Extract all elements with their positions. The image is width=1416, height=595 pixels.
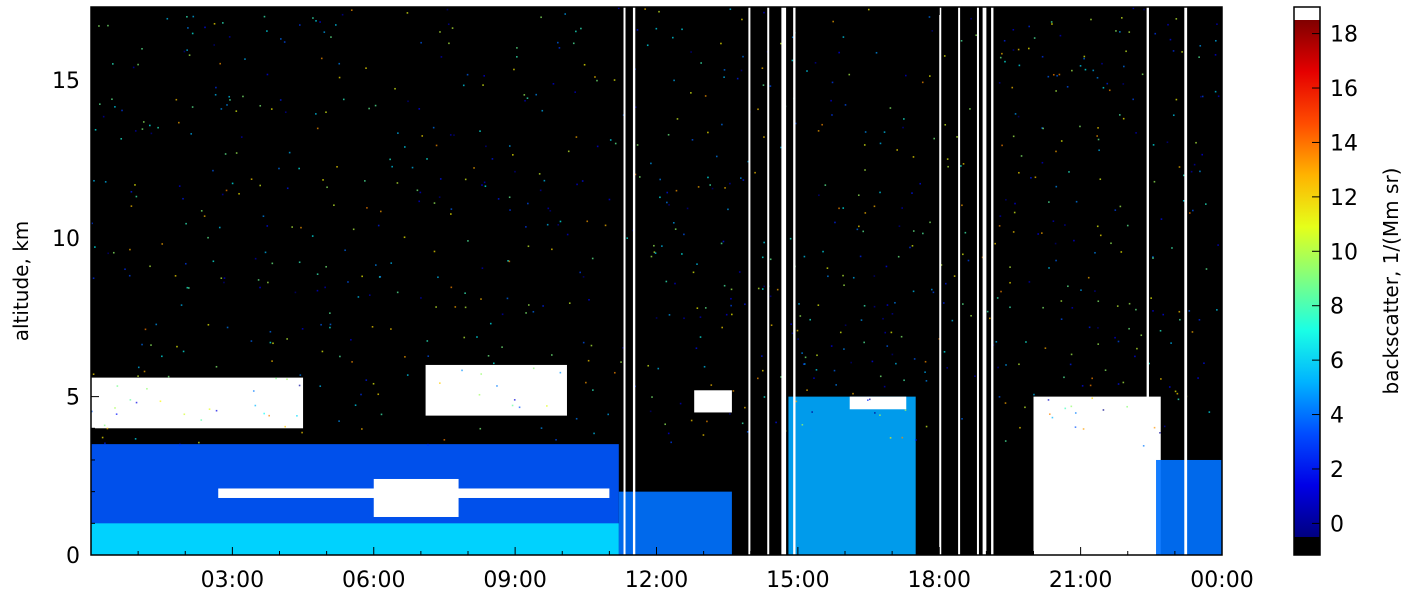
colorbar-over-extension [1294,7,1320,20]
missing-data-gap [958,7,961,555]
missing-data-gap [1184,7,1188,555]
noise-speckle [91,7,1220,447]
colorbar-tick-label: 12 [1330,186,1358,211]
colorbar: 0 2 4 6 8 10 12 14 16 18 backscatter, 1/(Mm sr) [1293,6,1403,556]
y-axis: 0 5 10 15 [52,16,1222,569]
missing-data-gap [767,7,770,555]
colorbar-tick-label: 4 [1330,404,1344,429]
missing-data-gap [623,7,626,555]
missing-data-gap [748,7,751,555]
missing-data-gap [982,7,987,555]
surface-layer [91,523,619,555]
x-tick-label: 00:00 [1190,568,1253,593]
boundary-layer [618,491,732,555]
colorbar-tick-label: 0 [1330,512,1344,537]
y-tick-label: 5 [66,386,80,411]
colorbar-title: backscatter, 1/(Mm sr) [1379,168,1403,395]
y-tick-label: 15 [52,69,80,94]
y-axis-title: altitude, km [9,221,33,342]
colorbar-tick-label: 14 [1330,131,1358,156]
missing-data-gap [632,7,636,555]
colorbar-tick-label: 18 [1330,23,1358,48]
x-tick-label: 06:00 [342,568,405,593]
boundary-layer [1156,459,1222,555]
missing-data-gap [793,7,796,555]
missing-data-gap [939,7,942,555]
saturated-cloud [373,478,459,517]
backscatter-heatmap [91,7,1222,555]
y-tick-label: 10 [52,227,80,252]
x-tick-label: 21:00 [1049,568,1112,593]
saturated-cloud [91,377,304,429]
colorbar-tick-label: 16 [1330,77,1358,102]
colorbar-frame [1293,6,1321,556]
missing-data-gaps [623,7,1188,555]
x-axis: 03:00 06:00 09:00 12:00 15:00 18:00 21:00 00:00 [137,7,1254,593]
y-tick-label: 0 [66,544,80,569]
x-tick-label: 18:00 [908,568,971,593]
saturated-cloud [1033,396,1161,555]
missing-data-gap [781,7,787,555]
colorbar-under-extension [1294,537,1320,555]
saturated-cloud [849,396,907,410]
x-tick-label: 15:00 [766,568,829,593]
colorbar-tick-label: 10 [1330,240,1358,265]
colorbar-ticks: 0 2 4 6 8 10 12 14 16 18 [1312,23,1358,537]
colorbar-tick-label: 8 [1330,295,1344,320]
colorbar-tick-label: 2 [1330,458,1344,483]
saturated-cloud [425,364,567,416]
colorbar-tick-label: 6 [1330,349,1344,374]
saturated-cloud [694,390,732,413]
x-tick-label: 03:00 [201,568,264,593]
x-tick-label: 12:00 [625,568,688,593]
plot-area [90,6,1223,556]
missing-data-gap [1146,7,1149,555]
colorbar-gradient [1294,20,1320,537]
missing-data-gap [976,7,979,555]
missing-data-gap [991,7,994,555]
x-tick-label: 09:00 [483,568,546,593]
boundary-layer [788,396,916,555]
